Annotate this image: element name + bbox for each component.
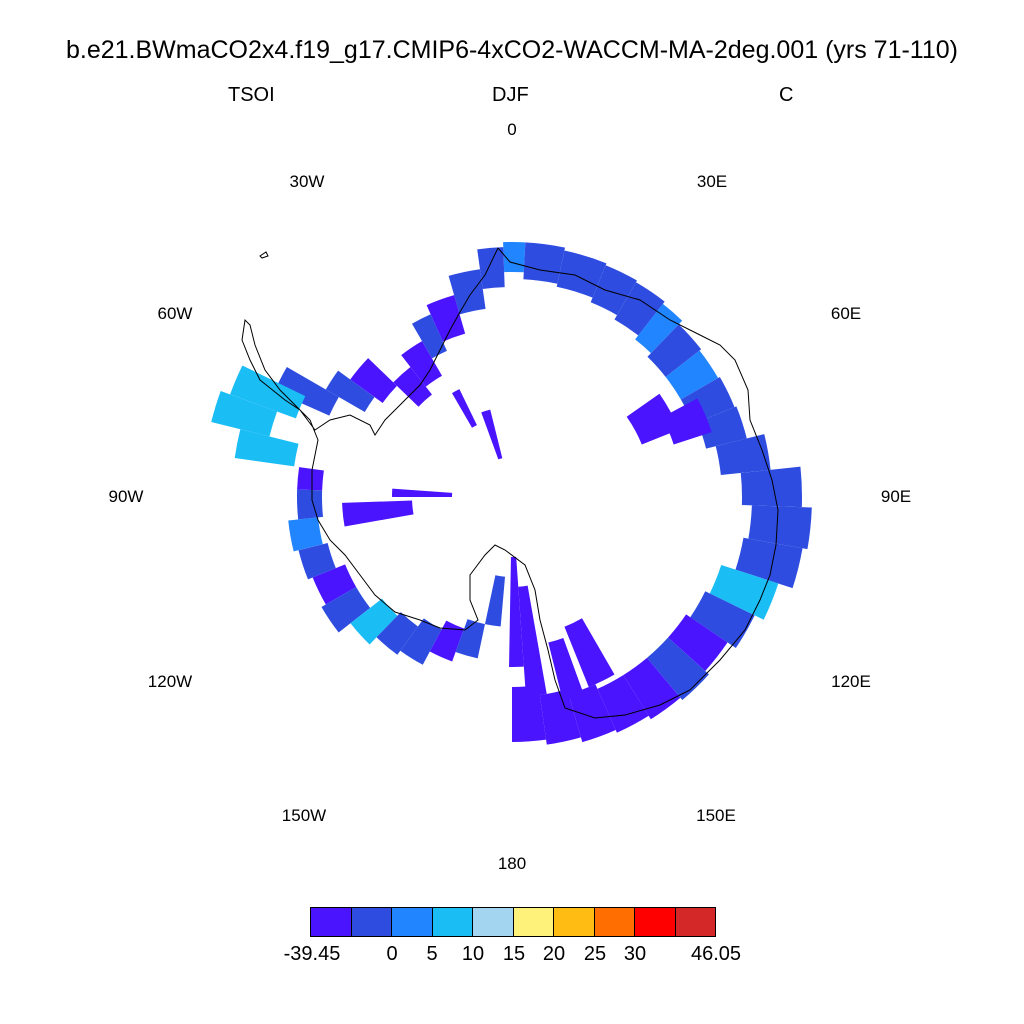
grid-cell xyxy=(288,517,323,552)
grid-cell xyxy=(564,618,615,688)
grid-cell xyxy=(668,614,728,671)
grid-cell xyxy=(623,657,681,720)
grid-cell xyxy=(509,556,524,667)
grid-cell xyxy=(590,265,637,316)
grid-cell xyxy=(412,314,447,359)
colorbar-tick-label: -39.45 xyxy=(283,943,341,965)
units-label: C xyxy=(779,84,794,106)
grid-cell xyxy=(429,620,465,662)
grid-cell xyxy=(646,637,709,701)
grid-cell xyxy=(647,324,702,377)
grid-cell xyxy=(481,409,503,460)
colorbar-tick-label: 15 xyxy=(502,943,526,965)
grid-cell xyxy=(392,488,453,497)
grid-cell xyxy=(298,542,336,580)
colorbar-tick-label: 30 xyxy=(623,943,647,965)
grid-cell xyxy=(376,612,418,655)
grid-cell xyxy=(325,370,375,412)
grid-cell xyxy=(556,250,607,298)
grid-cell xyxy=(697,406,747,449)
temperature-cells xyxy=(211,242,812,745)
grid-cell xyxy=(297,489,324,520)
grid-cell xyxy=(626,393,679,445)
colorbar-box xyxy=(472,907,514,937)
colorbar-tick-label: 0 xyxy=(386,943,398,965)
colorbar-box xyxy=(674,907,716,937)
grid-cell xyxy=(539,689,581,745)
grid-cell xyxy=(211,390,278,437)
season-label: DJF xyxy=(492,84,529,106)
grid-cell xyxy=(230,365,306,419)
grid-cell xyxy=(748,505,812,550)
grid-cell xyxy=(393,366,432,407)
grid-cell xyxy=(690,591,755,648)
colorbar-box xyxy=(634,907,676,937)
grid-cell xyxy=(635,303,683,354)
grid-cell xyxy=(400,618,442,665)
lon-label-150w: 150W xyxy=(281,806,327,825)
grid-cell xyxy=(321,587,371,633)
grid-cell xyxy=(518,585,547,697)
grid-cell xyxy=(740,466,803,508)
colorbar-tick-label: 25 xyxy=(583,943,607,965)
grid-cell xyxy=(512,685,547,742)
grid-cell xyxy=(452,389,477,428)
grid-cell xyxy=(735,537,803,589)
lon-label-90e: 90E xyxy=(880,487,912,506)
grid-cell xyxy=(548,637,584,701)
grid-cell xyxy=(477,247,505,290)
grid-cell xyxy=(297,467,324,491)
grid-cell xyxy=(715,434,771,476)
lon-label-120w: 120W xyxy=(147,672,193,691)
grid-cell xyxy=(523,242,566,284)
grid-cell xyxy=(401,341,442,387)
lon-label-30e: 30E xyxy=(696,172,728,191)
lon-label-90w: 90W xyxy=(108,487,144,506)
grid-cell xyxy=(709,564,779,620)
grid-cell xyxy=(274,367,339,416)
grid-cell xyxy=(350,358,397,403)
colorbar-tick-label: 20 xyxy=(542,943,566,965)
grid-cell xyxy=(455,619,485,659)
grid-cell xyxy=(665,350,719,400)
colorbar-tick-label: 46.05 xyxy=(690,943,742,965)
lon-label-180: 180 xyxy=(497,854,527,873)
lon-label-150e: 150E xyxy=(696,806,736,825)
plot-title: b.e21.BWmaCO2x4.f19_g17.CMIP6-4xCO2-WACC… xyxy=(66,36,958,64)
colorbar-box xyxy=(391,907,433,937)
colorbar-tick-label: 10 xyxy=(461,943,485,965)
lon-label-60e: 60E xyxy=(830,304,862,323)
colorbar-box xyxy=(310,907,352,937)
grid-cell xyxy=(350,598,398,645)
colorbar-box xyxy=(553,907,595,937)
grid-cell xyxy=(234,429,299,467)
colorbar-box xyxy=(593,907,635,937)
grid-cell xyxy=(484,575,506,627)
colorbar-box xyxy=(512,907,554,937)
lon-label-120e: 120E xyxy=(831,672,871,691)
grid-cell xyxy=(342,500,414,527)
grid-cell xyxy=(568,684,616,743)
lon-label-30w: 30W xyxy=(289,172,325,191)
lon-label-0: 0 xyxy=(507,120,517,139)
colorbar-tick-label: 5 xyxy=(426,943,438,965)
grid-cell xyxy=(312,564,357,605)
grid-cell xyxy=(426,295,466,342)
coastline xyxy=(241,247,779,719)
grid-cell xyxy=(662,398,712,445)
grid-cell xyxy=(448,269,486,315)
colorbar-box xyxy=(350,907,392,937)
variable-label: TSOI xyxy=(228,84,275,106)
lon-label-60w: 60W xyxy=(157,304,193,323)
grid-cell xyxy=(597,675,649,733)
colorbar-box xyxy=(431,907,473,937)
island-outline xyxy=(259,251,269,259)
grid-cell xyxy=(614,282,665,336)
